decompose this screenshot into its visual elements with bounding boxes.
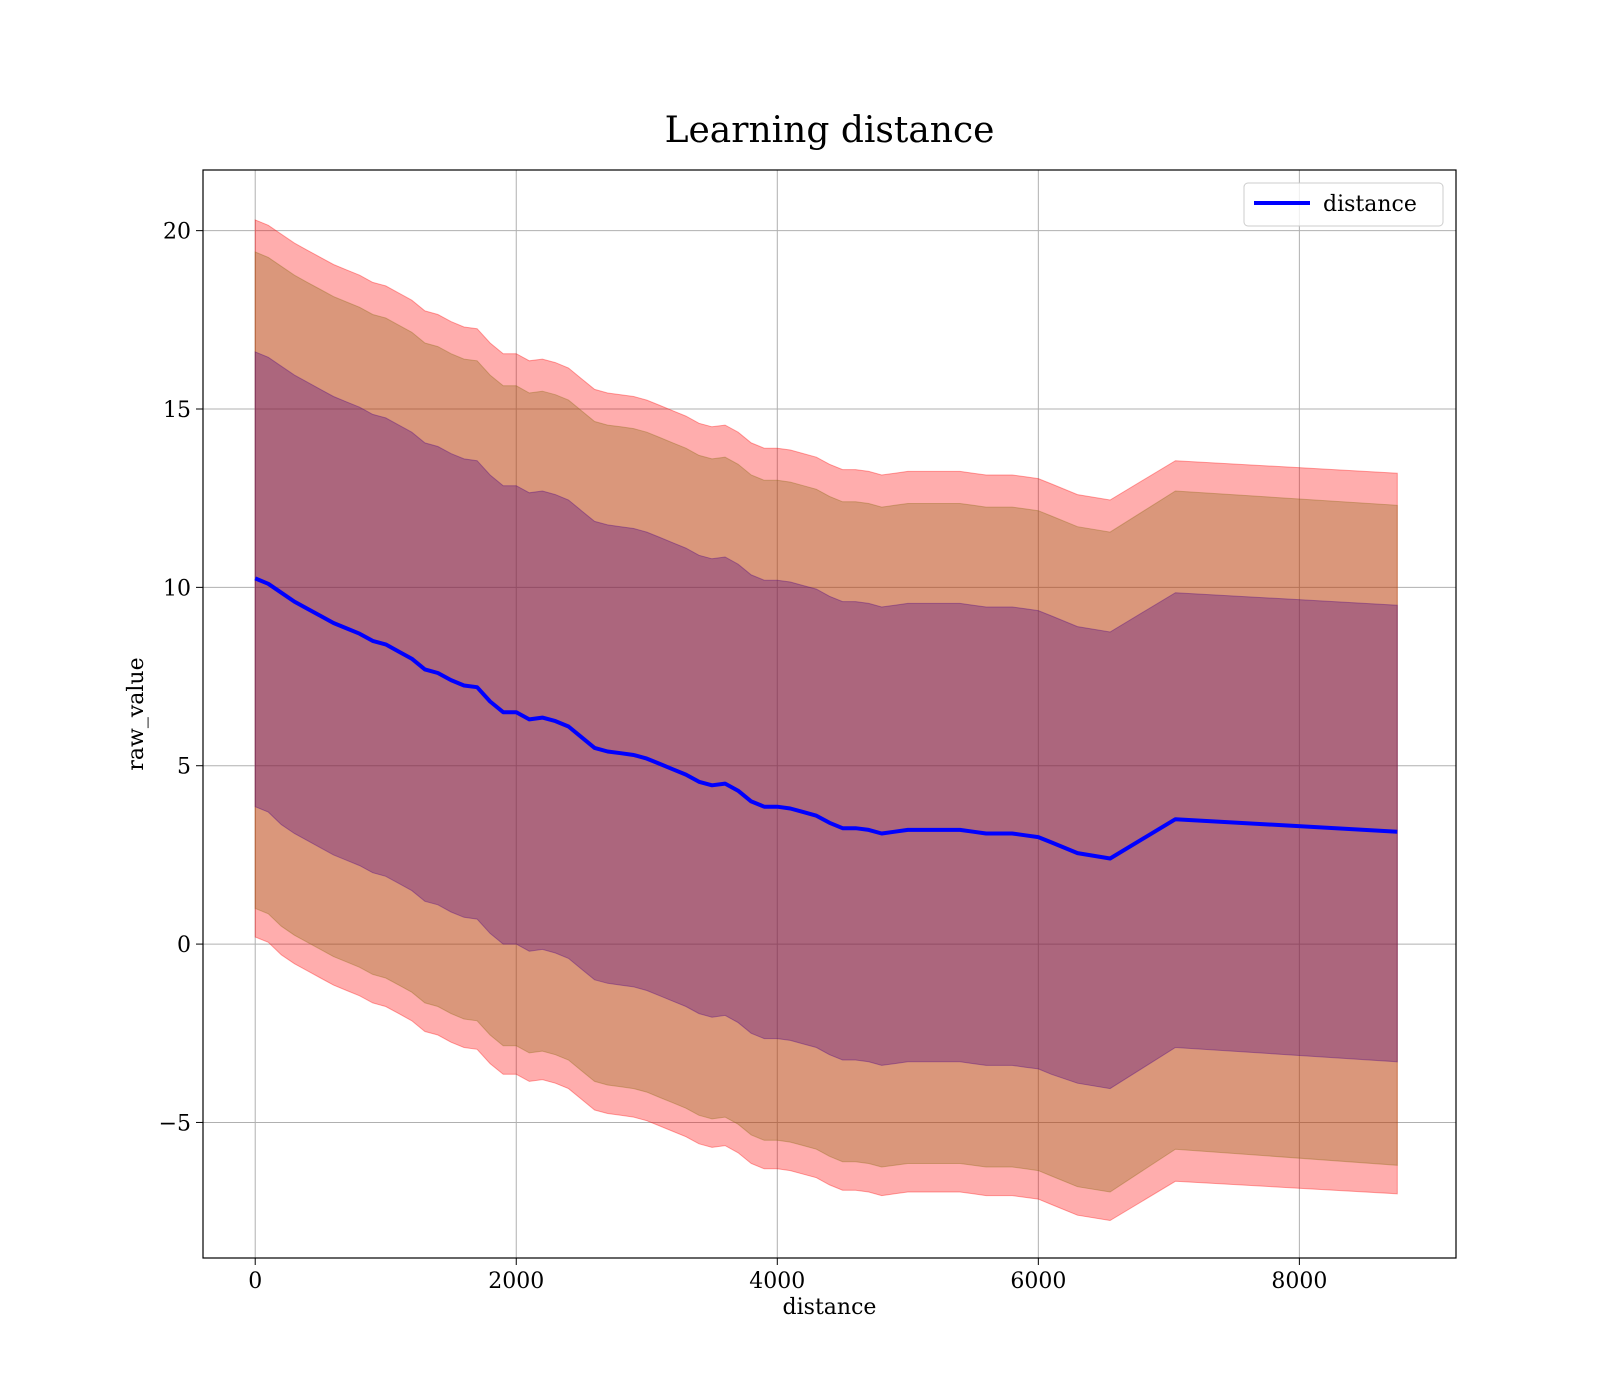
x-tick-label-4: 8000 — [1271, 1269, 1327, 1294]
x-axis-label: distance — [783, 1295, 877, 1320]
legend-box — [1243, 182, 1444, 227]
band-outer — [254, 219, 1398, 1222]
x-tick-label-2: 4000 — [749, 1269, 805, 1294]
legend: distance — [1243, 182, 1444, 227]
plot-frame — [202, 169, 1457, 1259]
y-tick-label-0: −5 — [159, 1111, 191, 1136]
x-tick-label-3: 6000 — [1010, 1269, 1066, 1294]
axis-ticks: 0 2000 4000 6000 8000 −5 0 5 10 15 20 — [159, 220, 1328, 1294]
x-tick-label-0: 0 — [248, 1269, 262, 1294]
series-line-0 — [254, 576, 1398, 861]
band-inner — [254, 351, 1398, 1090]
y-tick-label-3: 10 — [163, 576, 191, 601]
x-tick-label-1: 2000 — [488, 1269, 544, 1294]
y-tick-label-4: 15 — [163, 398, 191, 423]
legend-label-distance: distance — [1323, 192, 1417, 217]
band-middle — [254, 251, 1398, 1193]
y-tick-label-1: 0 — [177, 933, 191, 958]
bands — [254, 219, 1398, 1222]
y-axis-label: raw_value — [124, 657, 149, 770]
chart-title: Learning distance — [665, 110, 995, 151]
y-tick-label-2: 5 — [177, 755, 191, 780]
y-tick-label-5: 20 — [163, 220, 191, 245]
series-lines — [254, 576, 1398, 861]
